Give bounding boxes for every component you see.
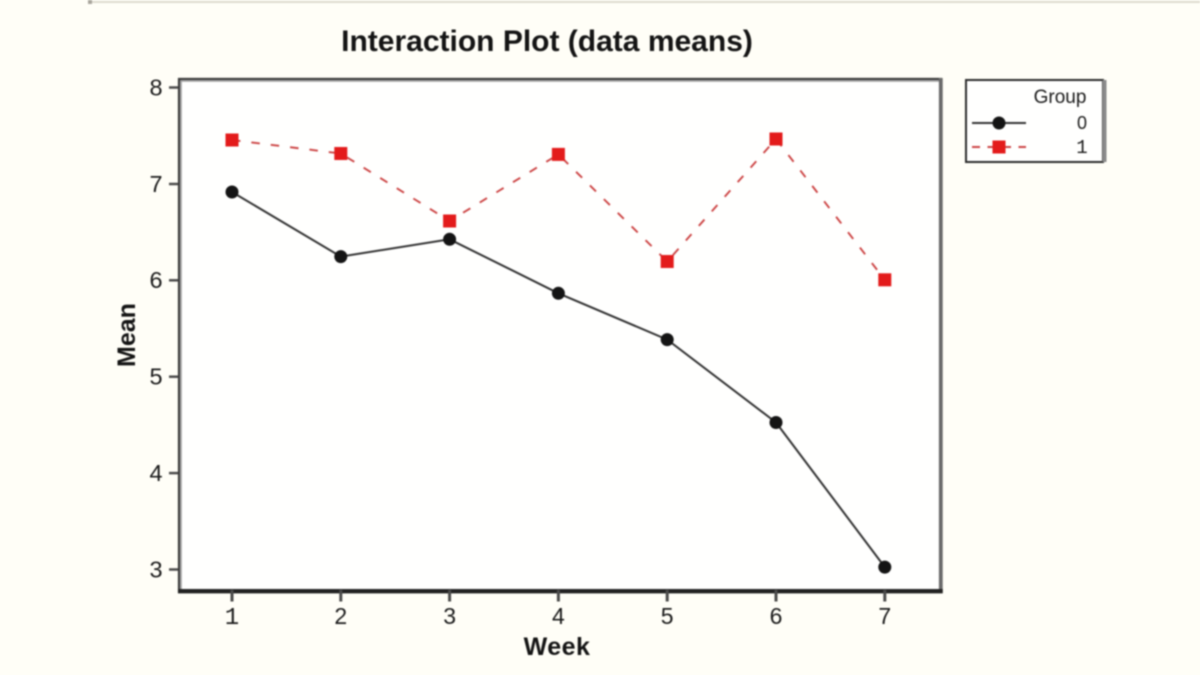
svg-text:6: 6 [149,267,162,293]
svg-text:0: 0 [1077,113,1087,133]
svg-text:7: 7 [878,603,891,629]
svg-text:1: 1 [1076,137,1087,159]
svg-text:3: 3 [149,557,162,583]
svg-text:2: 2 [334,603,347,629]
svg-text:Week: Week [524,633,591,661]
svg-text:4: 4 [149,460,162,486]
svg-text:3: 3 [443,603,456,629]
svg-text:Mean: Mean [113,303,141,367]
svg-text:Interaction Plot (data means): Interaction Plot (data means) [341,25,753,58]
svg-text:Group: Group [1034,87,1087,108]
svg-text:5: 5 [149,364,162,390]
svg-text:5: 5 [661,603,674,629]
svg-text:8: 8 [149,75,162,101]
svg-text:7: 7 [149,171,162,197]
svg-text:6: 6 [770,603,783,629]
svg-text:1: 1 [225,605,239,632]
svg-text:4: 4 [552,603,565,629]
